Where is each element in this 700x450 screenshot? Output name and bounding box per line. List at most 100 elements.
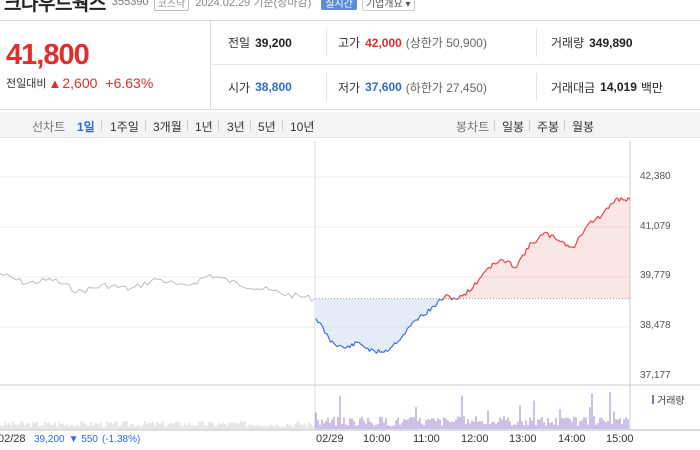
period-3y[interactable]: 3년 xyxy=(227,120,245,134)
trade-value-cell: 거래대금 14,019 백만 xyxy=(551,80,663,95)
divider xyxy=(250,120,251,131)
price-line-segment xyxy=(567,244,570,248)
price-line-segment xyxy=(504,260,508,264)
price-line-segment xyxy=(422,314,426,317)
intraday-chart[interactable]: 42,380 41,079 39,779 38,478 37,177 거래량 0… xyxy=(0,140,700,450)
price-line-segment xyxy=(547,233,551,238)
price-line-segment xyxy=(586,222,590,226)
price-line-segment xyxy=(590,220,593,223)
price-line-segment xyxy=(403,333,406,336)
divider xyxy=(536,29,537,57)
price-line-segment xyxy=(501,258,504,262)
price-line-segment xyxy=(418,314,422,318)
price-line-segment xyxy=(554,237,558,241)
price-line-segment xyxy=(442,296,445,301)
low-value: 37,600 xyxy=(365,80,402,94)
price-line-segment xyxy=(379,351,383,354)
price-line-segment xyxy=(381,351,385,354)
price-line-segment xyxy=(434,302,438,307)
price-line-segment xyxy=(362,345,365,348)
price-line-segment xyxy=(620,197,624,201)
current-price-panel: 41,800 전일대비 ▲ 2,600 +6.63% xyxy=(0,20,210,110)
company-overview-dropdown[interactable]: 기업개요 ▾ xyxy=(361,0,415,11)
price-line-segment xyxy=(604,207,608,211)
price-line-segment xyxy=(608,203,611,209)
x-tick-label: 14:00 xyxy=(558,433,586,445)
y-tick-label: 41,079 xyxy=(640,221,671,232)
candle-daily[interactable]: 일봉 xyxy=(502,120,525,134)
price-line-segment xyxy=(436,299,440,303)
price-line-segment xyxy=(349,343,353,348)
price-line-segment xyxy=(355,341,358,343)
x-tick-label: 15:00 xyxy=(606,433,634,445)
price-line-segment xyxy=(627,197,631,200)
price-line-segment xyxy=(342,346,345,349)
quote-date: 2024.02.29 기준(장마감) xyxy=(195,0,312,9)
y-tick-label: 42,380 xyxy=(640,171,671,182)
price-line-segment xyxy=(611,202,615,205)
price-line-segment xyxy=(518,257,522,261)
quote-stats-table: 전일 39,200 고가 42,000 (상한가 50,900) 거래량 349… xyxy=(210,20,700,110)
period-1y[interactable]: 1년 xyxy=(195,120,213,134)
price-line-segment xyxy=(584,225,588,229)
price-line-segment xyxy=(495,262,499,265)
price-line-segment xyxy=(579,234,583,237)
divider xyxy=(529,120,530,131)
period-5y[interactable]: 5년 xyxy=(258,120,276,134)
price-line-segment xyxy=(527,242,531,250)
candle-weekly[interactable]: 주봉 xyxy=(537,120,560,134)
divider xyxy=(536,73,537,101)
price-line-segment xyxy=(372,349,376,352)
price-line-segment xyxy=(458,294,462,299)
price-line-segment xyxy=(406,326,410,330)
price-line-segment xyxy=(410,322,413,327)
line-chart-label: 선차트 xyxy=(32,120,66,134)
volume-legend: 거래량 xyxy=(652,392,685,407)
price-line-segment xyxy=(401,334,404,338)
price-line-segment xyxy=(426,308,429,315)
candle-chart-label: 봉차트 xyxy=(456,120,490,134)
chart-period-toolbar: 선차트 1일 1주일 3개월 1년 3년 5년 10년 봉차트 일봉 주봉 월봉 xyxy=(0,112,700,138)
period-3m[interactable]: 3개월 xyxy=(153,120,182,134)
price-line-segment xyxy=(615,197,618,200)
chevron-down-icon: ▾ xyxy=(405,0,411,10)
period-1w[interactable]: 1주일 xyxy=(110,120,139,134)
price-line-segment xyxy=(602,209,606,214)
price-line-segment xyxy=(545,231,549,234)
period-1d[interactable]: 1일 xyxy=(77,120,95,134)
price-line-segment xyxy=(468,289,472,293)
price-line-segment xyxy=(509,261,513,268)
price-line-segment xyxy=(431,305,434,308)
price-line-segment xyxy=(618,197,622,202)
price-line-segment xyxy=(490,262,494,269)
price-line-segment xyxy=(453,297,456,300)
volume-value: 349,890 xyxy=(589,35,633,50)
prev-day-line xyxy=(0,273,316,302)
price-line-segment xyxy=(486,266,490,269)
price-line-segment xyxy=(433,305,436,308)
price-line-segment xyxy=(377,349,381,353)
price-line-segment xyxy=(319,322,322,325)
price-line-segment xyxy=(583,227,586,233)
price-line-segment xyxy=(386,349,390,353)
market-badge: 코스닥 xyxy=(153,0,190,11)
divider xyxy=(218,120,219,131)
price-line-segment xyxy=(470,287,474,291)
divider xyxy=(564,120,565,131)
price-line-segment xyxy=(534,240,538,244)
x-tick-label: 13:00 xyxy=(509,433,537,445)
realtime-button[interactable]: 실시간 xyxy=(321,0,357,10)
candle-monthly[interactable]: 월봉 xyxy=(572,120,595,134)
y-tick-label: 37,177 xyxy=(640,370,671,381)
price-line-segment xyxy=(600,212,604,217)
high-cell: 고가 42,000 (상한가 50,900) xyxy=(338,35,487,51)
price-line-segment xyxy=(563,242,567,247)
price-line-segment xyxy=(417,316,421,321)
prev-close-value: 39,200 xyxy=(255,35,292,50)
trade-value: 14,019 xyxy=(600,80,637,94)
upper-limit: (상한가 50,900) xyxy=(405,36,487,50)
price-line-segment xyxy=(625,197,629,202)
period-10y[interactable]: 10년 xyxy=(290,120,315,134)
price-line-segment xyxy=(390,345,394,348)
divider xyxy=(494,120,495,131)
